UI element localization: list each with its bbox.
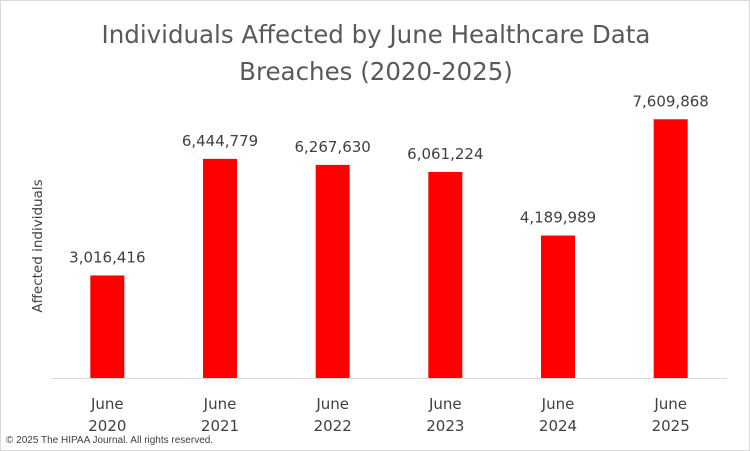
x-tick-label: 2023 — [426, 417, 464, 435]
value-labels-group: 3,016,416 6,444,779 6,267,630 6,061,224 4,18… — [69, 92, 709, 266]
data-label: 7,609,868 — [632, 92, 708, 110]
bar — [203, 158, 237, 378]
x-tick-label: 2025 — [652, 417, 690, 435]
copyright-notice: © 2025 The HIPAA Journal. All rights res… — [6, 435, 214, 446]
x-tick-label: 2020 — [88, 417, 126, 435]
x-tick-label: 2022 — [314, 417, 352, 435]
bar — [315, 164, 350, 378]
x-tick-label: June — [90, 395, 124, 413]
bars-group — [90, 119, 688, 378]
x-tick-label: 2024 — [539, 417, 577, 435]
chart-title-line: Breaches (2020-2025) — [239, 57, 513, 86]
bar — [428, 171, 463, 378]
chart-title-line: Individuals Affected by June Healthcare … — [102, 20, 651, 49]
bar — [541, 235, 575, 378]
x-tick-label: 2021 — [201, 417, 239, 435]
bar — [653, 119, 688, 378]
x-tick-labels-group: June 2020 June 2021 June 2022 June 2023 June 2024… — [88, 395, 690, 435]
x-tick-label: June — [203, 395, 237, 413]
data-label: 3,016,416 — [69, 248, 145, 266]
x-tick-label: June — [315, 395, 349, 413]
chart-title: Individuals Affected by June Healthcare … — [102, 20, 651, 86]
data-label: 6,267,630 — [294, 138, 370, 156]
data-label: 4,189,989 — [520, 209, 596, 227]
y-axis-label: Affected individuals — [30, 179, 46, 312]
bar — [90, 275, 125, 378]
x-tick-label: June — [653, 395, 687, 413]
x-tick-label: June — [541, 395, 575, 413]
data-label: 6,061,224 — [407, 145, 483, 163]
x-tick-label: June — [428, 395, 462, 413]
data-label: 6,444,779 — [182, 132, 258, 150]
